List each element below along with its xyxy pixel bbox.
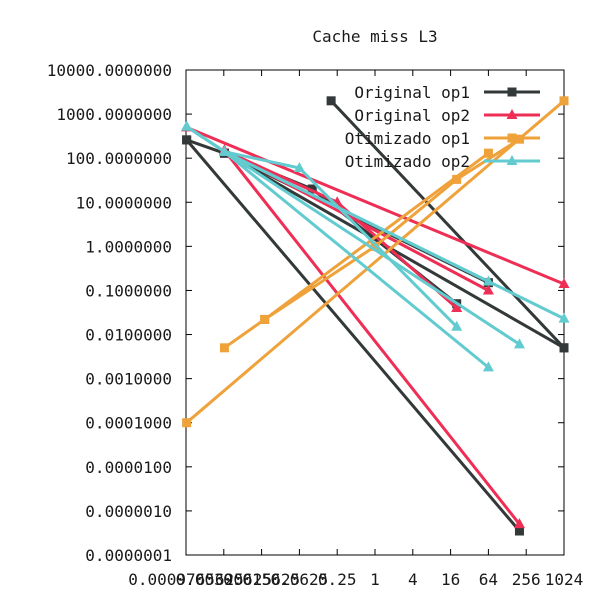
y-tick-label: 1000.0000000 [56,105,172,124]
series-line [223,151,565,350]
data-point [558,312,570,323]
y-tick-label: 0.0000010 [85,502,172,521]
x-tick-label: 0.015625 [223,570,300,589]
data-point [482,361,494,372]
x-tick-label: 1 [370,570,380,589]
chart-title: Cache miss L3 [312,27,437,46]
x-tick-label: 256 [512,570,541,589]
legend: Original op1 Original op2 Otimizado op1 Oti… [345,83,540,171]
y-axis: 0.0000001 0.0000010 0.0000100 0.0001000 0.00… [47,61,564,565]
x-tick-label: 16 [441,570,460,589]
series-line [186,126,565,286]
x-tick-label: 0.0625 [271,570,329,589]
data-point [181,120,193,131]
x-tick-label: 0.00390625 [176,570,272,589]
series-line [263,151,490,321]
data-point [514,526,524,536]
data-point [451,302,463,313]
x-axis: 0.00097656250.003906250.0156250.06250.25… [128,70,583,589]
legend-label: Otimizado op1 [345,129,470,148]
data-point [507,133,517,143]
data-point [307,184,317,194]
data-point [452,174,462,184]
x-tick-label: 0.25 [318,570,357,589]
legend-label: Original op2 [354,106,470,125]
data-point [182,418,192,428]
legend-item: Otimizado op2 [345,152,540,171]
legend-item: Original op2 [354,106,540,125]
legend-label: Otimizado op2 [345,152,470,171]
series-otimizado-op2 [181,120,570,372]
data-point [506,109,518,119]
y-tick-label: 0.0000001 [85,546,172,565]
data-point [260,314,270,324]
x-tick-label: 1024 [545,570,584,589]
y-tick-label: 0.0001000 [85,414,172,433]
series-line [330,99,566,349]
data-point [326,96,336,106]
data-point [506,155,518,165]
legend-label: Original op1 [354,83,470,102]
data-point [451,320,463,331]
data-point [293,161,305,172]
data-point [483,148,493,158]
series-line [223,150,490,369]
x-tick-label: 64 [479,570,498,589]
y-tick-label: 10.0000000 [76,193,172,212]
data-point [218,145,230,156]
y-tick-label: 0.0010000 [85,370,172,389]
y-tick-label: 1.0000000 [85,237,172,256]
legend-item: Original op1 [354,83,540,102]
y-tick-label: 10000.0000000 [47,61,172,80]
y-tick-label: 0.0000100 [85,458,172,477]
data-point [182,135,192,145]
y-tick-label: 0.0100000 [85,326,172,345]
legend-item: Otimizado op1 [345,129,540,148]
series-line [223,150,565,320]
series-line [223,149,521,526]
series-line [185,138,521,532]
data-point [558,278,570,289]
y-tick-label: 100.0000000 [66,149,172,168]
x-tick-label: 0.0009765625 [128,570,244,589]
series-original-op2 [181,121,570,529]
data-point [507,87,517,97]
data-point [559,343,569,353]
data-point [513,338,525,349]
y-tick-label: 0.1000000 [85,281,172,300]
x-tick-label: 4 [408,570,418,589]
series-layer [181,96,570,536]
data-point [219,343,229,353]
data-point [559,96,569,106]
series-otimizado-op1 [182,96,569,428]
data-point [482,284,494,295]
series-line [185,125,521,346]
series-line [185,99,565,424]
data-point [513,518,525,529]
